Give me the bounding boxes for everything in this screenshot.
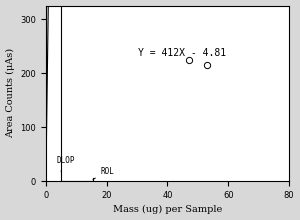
Y-axis label: Area Counts (μAs): Area Counts (μAs) <box>6 48 15 138</box>
Text: ROL: ROL <box>93 167 115 180</box>
X-axis label: Mass (ug) per Sample: Mass (ug) per Sample <box>113 205 222 214</box>
Text: DLOP: DLOP <box>56 156 75 171</box>
Text: Y = 412X - 4.81: Y = 412X - 4.81 <box>138 48 226 58</box>
